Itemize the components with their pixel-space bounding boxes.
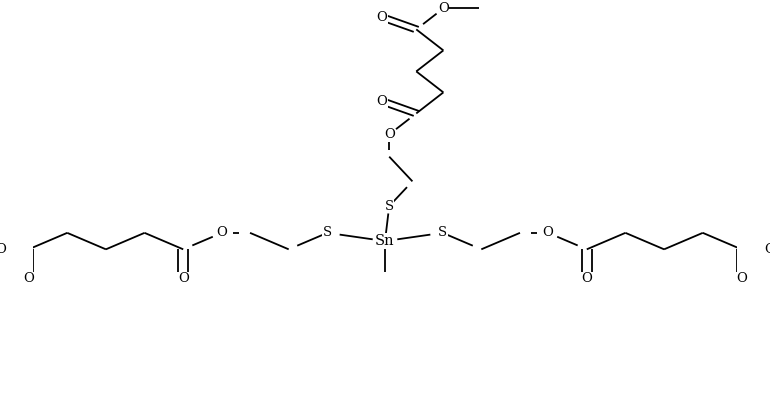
Text: S: S: [385, 199, 393, 213]
Text: S: S: [438, 226, 447, 239]
Text: S: S: [323, 226, 332, 239]
Text: O: O: [438, 2, 449, 15]
Text: O: O: [23, 272, 34, 286]
Text: O: O: [543, 226, 554, 239]
Text: O: O: [216, 226, 227, 239]
Text: O: O: [383, 128, 395, 141]
Text: O: O: [581, 272, 592, 286]
Text: Sn: Sn: [375, 234, 395, 248]
Text: O: O: [376, 95, 387, 108]
Text: O: O: [178, 272, 189, 286]
Text: O: O: [764, 243, 770, 256]
Text: O: O: [736, 272, 747, 286]
Text: O: O: [0, 243, 6, 256]
Text: O: O: [376, 11, 387, 23]
